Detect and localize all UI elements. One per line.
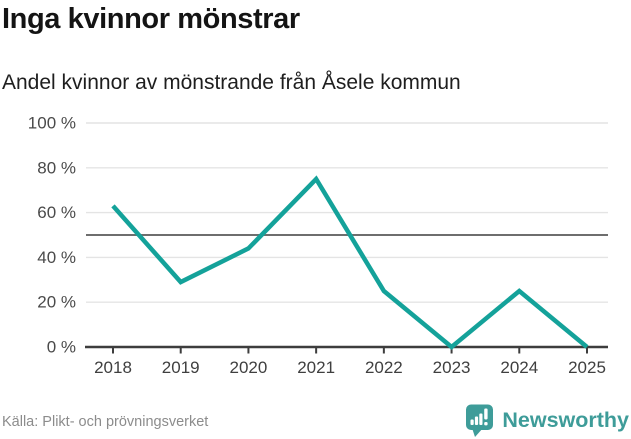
y-tick-label: 40 % [37,248,76,267]
x-tick-label: 2025 [568,358,606,377]
y-tick-label: 100 % [28,114,76,133]
x-tick-label: 2024 [500,358,538,377]
x-tick-label: 2018 [94,358,132,377]
y-tick-label: 60 % [37,203,76,222]
newsworthy-logo: Newsworthy [465,404,629,438]
x-tick-label: 2020 [230,358,268,377]
x-tick-label: 2022 [365,358,403,377]
line-chart: 0 % 20 % 40 % 60 % 80 % 100 % 2018 2019 2020 2021… [28,114,608,377]
y-tick-label: 0 % [47,338,76,357]
x-tick-label: 2023 [433,358,471,377]
y-tick-label: 20 % [37,293,76,312]
newsworthy-logo-icon [466,404,494,437]
y-tick-label: 80 % [37,158,76,177]
x-tick-label: 2021 [297,358,335,377]
x-tick-label: 2019 [162,358,200,377]
chart-subtitle: Andel kvinnor av mönstrande från Åsele k… [2,71,461,94]
source-note: Källa: Plikt- och prövningsverket [2,414,209,430]
data-line [111,175,589,350]
newsworthy-logo-text: Newsworthy [502,408,629,432]
chart-title: Inga kvinnor mönstrar [2,3,300,35]
